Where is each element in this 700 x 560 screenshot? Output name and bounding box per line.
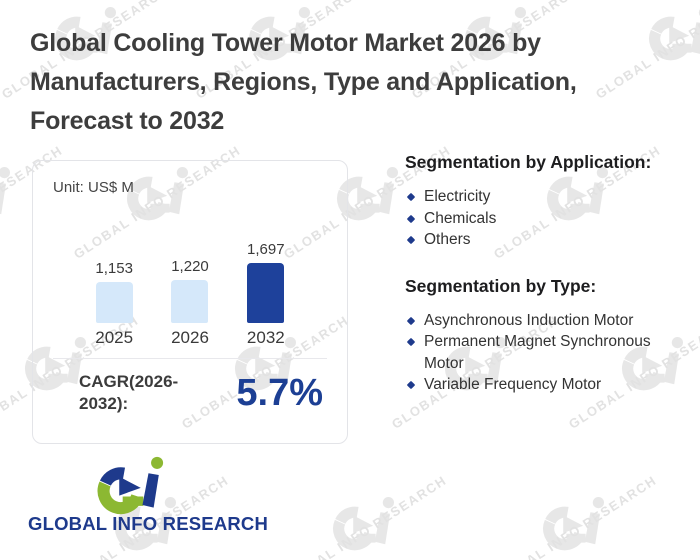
list-item: Variable Frequency Motor	[405, 374, 683, 396]
list-item: Asynchronous Induction Motor	[405, 310, 683, 332]
cagr-label: CAGR(2026-2032):	[79, 372, 179, 414]
gi-logo: GLOBAL INFO RESEARCH	[28, 456, 269, 535]
list-item-label: Asynchronous Induction Motor	[424, 311, 634, 329]
list-item: Others	[405, 229, 683, 251]
bar-year-label: 2032	[246, 328, 285, 347]
list-item-label: Electricity	[424, 188, 491, 205]
logo-wordmark: GLOBAL INFO RESEARCH	[28, 513, 269, 534]
bar	[171, 280, 209, 323]
watermark-text: GLOBAL INFO RESEARCH	[276, 472, 450, 560]
list-item: Chemicals	[405, 208, 683, 230]
bullet-diamond-icon	[406, 192, 416, 202]
list-item: Electricity	[405, 186, 683, 208]
bar-value-label: 1,697	[247, 241, 285, 258]
gi-watermark-icon	[543, 497, 604, 551]
bullet-diamond-icon	[406, 316, 416, 325]
bar-group: 1,220 2026	[171, 258, 209, 348]
application-list: Electricity Chemicals Others	[405, 186, 683, 251]
cagr-value: 5.7%	[236, 371, 323, 414]
bar-group: 1,697 2032	[247, 241, 285, 348]
list-item-label: Others	[424, 231, 471, 248]
bar-group: 1,153 2025	[95, 260, 133, 348]
card-divider	[53, 358, 327, 359]
list-item: Permanent Magnet Synchronous Motor	[405, 331, 683, 374]
bullet-diamond-icon	[406, 380, 416, 390]
list-item-label: Chemicals	[424, 209, 497, 227]
page-title: Global Cooling Tower Motor Market 2026 b…	[30, 29, 577, 135]
unit-label: Unit: US$ M	[53, 179, 134, 196]
bar	[247, 263, 285, 323]
list-item-label: Permanent Magnet Synchronous Motor	[424, 333, 651, 372]
segmentation-panel: Segmentation by Application: Electricity…	[405, 152, 683, 421]
type-list: Asynchronous Induction Motor Permanent Ma…	[405, 310, 683, 396]
bullet-diamond-icon	[406, 337, 416, 347]
bullet-diamond-icon	[406, 235, 416, 245]
watermark-text: GLOBAL INFO RESEARCH	[486, 472, 660, 560]
list-item-label: Variable Frequency Motor	[424, 376, 602, 393]
gi-watermark-icon	[333, 497, 394, 551]
market-chart-card: Unit: US$ M 1,153 2025 1,220 2026 1,697 2032 …	[32, 160, 348, 444]
bar-value-label: 1,153	[95, 260, 133, 277]
gi-watermark-icon	[0, 167, 10, 215]
gi-logo-icon	[28, 456, 238, 518]
watermark: GLOBAL INFO RESEARCH	[0, 143, 65, 262]
cagr-row: CAGR(2026-2032): 5.7%	[53, 359, 327, 415]
watermark: GLOBAL INFO RESEARCH	[487, 473, 659, 560]
bar-year-label: 2025	[95, 328, 134, 347]
segmentation-application-heading: Segmentation by Application:	[405, 152, 652, 172]
bar-year-label: 2026	[171, 328, 209, 347]
bar-value-label: 1,220	[171, 258, 209, 275]
bullet-diamond-icon	[406, 214, 416, 223]
bar	[95, 282, 133, 323]
segmentation-type-heading: Segmentation by Type:	[405, 275, 597, 296]
bar-chart: 1,153 2025 1,220 2026 1,697 2032	[53, 200, 327, 348]
watermark: GLOBAL INFO RESEARCH	[277, 473, 449, 560]
